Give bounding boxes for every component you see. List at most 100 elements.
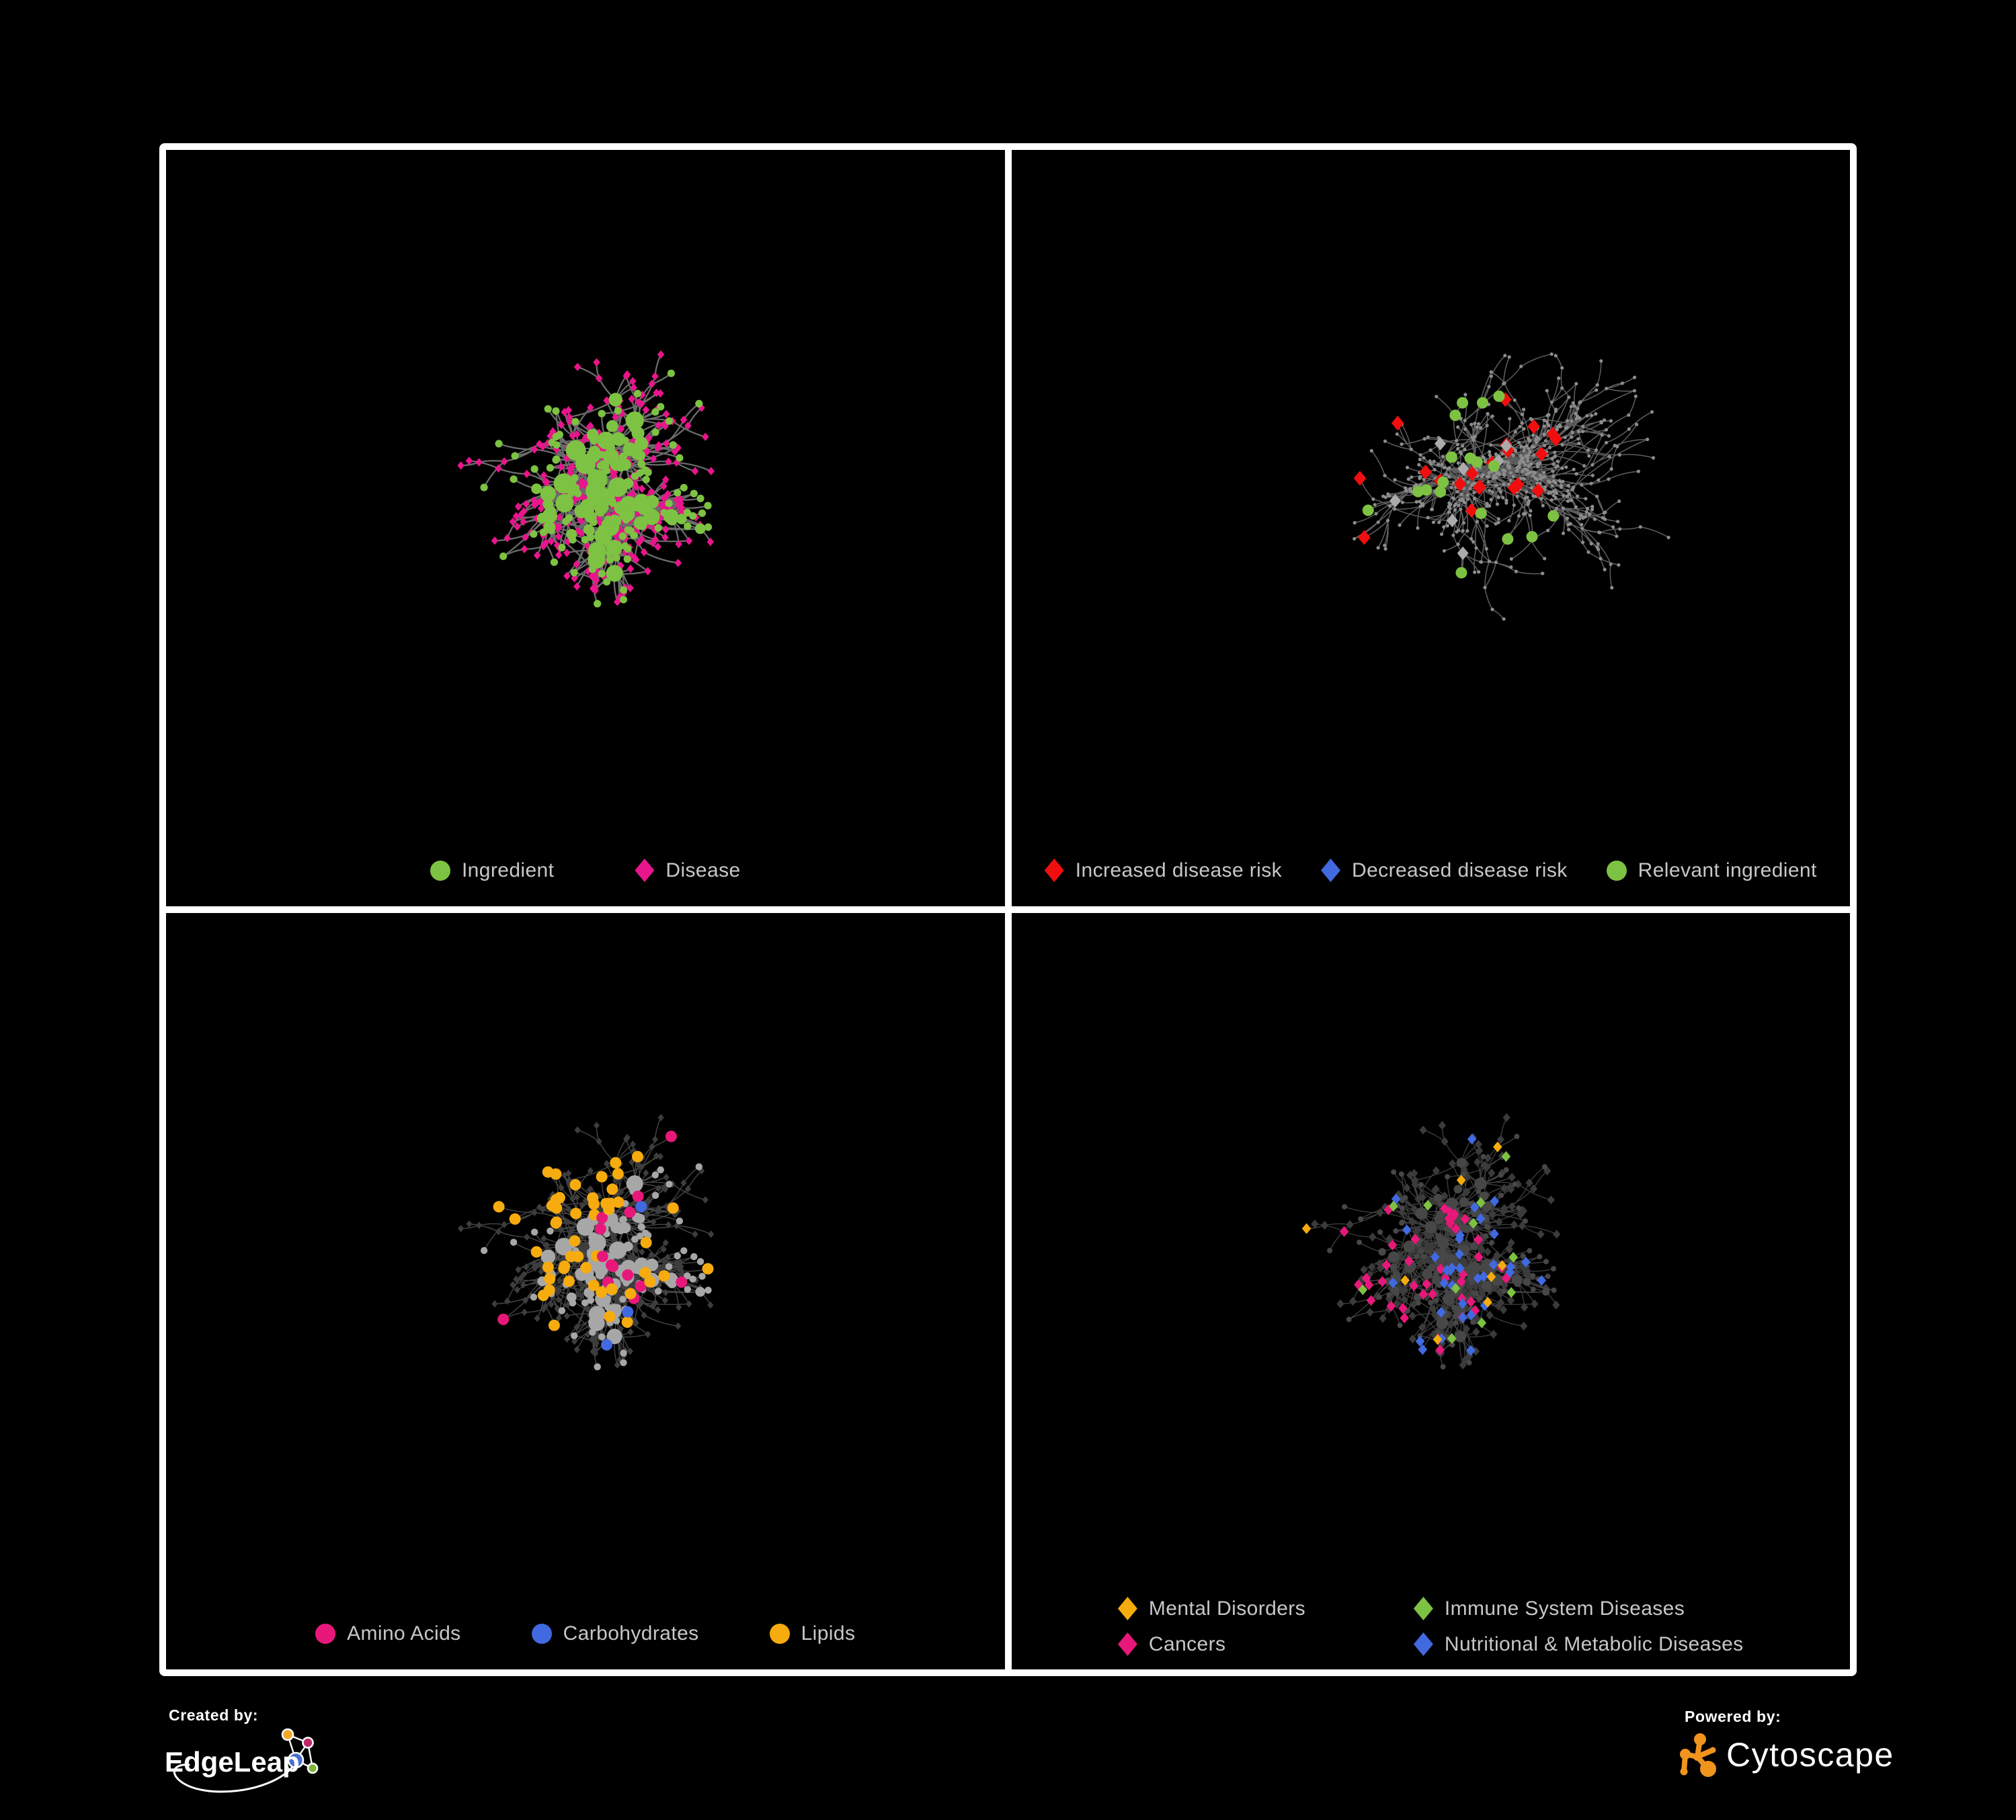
- network-node-circle: [1441, 525, 1445, 529]
- network-node-circle: [1521, 407, 1525, 411]
- network-node-circle: [1509, 557, 1513, 561]
- network-node-circle: [1428, 459, 1432, 463]
- network-node-circle: [1575, 494, 1579, 498]
- network-node-circle: [1445, 524, 1449, 528]
- network-node-circle: [696, 1258, 704, 1265]
- network-node-circle: [695, 399, 703, 407]
- network-node-circle: [1666, 535, 1670, 540]
- network-node-circle: [1420, 1254, 1426, 1259]
- network-nodes-diamond: [1310, 1113, 1560, 1370]
- ingredient-classes-legend: Amino Acids Carbohydrates Lipids: [166, 1622, 1005, 1645]
- network-node-circle: [1582, 464, 1586, 468]
- network-node-circle: [1564, 426, 1569, 430]
- network-node-circle: [1604, 428, 1608, 432]
- network-node-circle: [1545, 413, 1549, 418]
- network-node-circle: [674, 1252, 681, 1260]
- network-node-circle: [1418, 453, 1422, 457]
- network-node-circle: [558, 1307, 566, 1314]
- network-node-circle: [1346, 1316, 1352, 1322]
- network-node-circle: [1526, 1248, 1532, 1254]
- network-node-circle: [580, 499, 592, 510]
- network-node-circle: [1387, 1251, 1400, 1263]
- network-node-circle: [588, 1279, 600, 1292]
- network-node-circle: [1513, 449, 1517, 453]
- network-node-circle: [1461, 1244, 1467, 1250]
- network-node-circle: [1590, 463, 1595, 467]
- panel-ingredient-disease: Ingredient Disease: [166, 150, 1005, 906]
- network-node-circle: [635, 516, 643, 524]
- network-node-circle: [1396, 1322, 1402, 1329]
- network-node-circle: [1523, 463, 1527, 467]
- network-node-circle: [1597, 530, 1602, 535]
- network-node-circle: [1504, 498, 1508, 503]
- network-node-circle: [1465, 498, 1469, 502]
- network-node-circle: [1469, 422, 1473, 426]
- network-node-circle: [1475, 1188, 1481, 1194]
- network-node-circle: [1389, 1263, 1398, 1271]
- network-node-circle: [1476, 397, 1488, 409]
- network-node-circle: [615, 480, 624, 488]
- network-node-circle: [639, 522, 647, 530]
- network-node-circle: [1496, 496, 1500, 500]
- network-node-circle: [1569, 419, 1573, 423]
- network-node-circle: [1449, 1342, 1455, 1348]
- network-node-circle: [1408, 487, 1412, 491]
- network-node-circle: [552, 407, 560, 415]
- network-node-circle: [1617, 499, 1621, 504]
- network-node-circle: [493, 1201, 505, 1213]
- network-node-circle: [1513, 430, 1517, 434]
- network-node-circle: [1377, 1229, 1383, 1235]
- network-node-circle: [1447, 506, 1451, 510]
- network-node-circle: [1455, 567, 1467, 579]
- network-node-circle: [629, 424, 637, 432]
- network-node-circle: [1551, 493, 1556, 498]
- network-node-circle: [1452, 1320, 1458, 1326]
- network-node-circle: [1498, 489, 1502, 493]
- network-node-circle: [553, 455, 561, 463]
- network-node-circle: [683, 508, 691, 517]
- network-node-circle: [1514, 569, 1518, 573]
- network-node-circle: [565, 440, 586, 461]
- network-node-circle: [665, 500, 673, 508]
- network-node-circle: [1566, 522, 1570, 526]
- network-node-circle: [1440, 1363, 1446, 1370]
- network-node-circle: [598, 569, 606, 578]
- network-edges: [460, 1117, 712, 1368]
- network-node-circle: [670, 512, 678, 520]
- network-node-circle: [1416, 1333, 1422, 1339]
- network-node-circle: [544, 1273, 556, 1285]
- network-node-circle: [674, 489, 682, 497]
- network-node-circle: [1604, 387, 1608, 391]
- network-node-circle: [635, 1201, 647, 1213]
- network-node-circle: [1453, 508, 1457, 512]
- network-node-circle: [1609, 419, 1613, 423]
- network-node-circle: [1575, 406, 1580, 411]
- network-node-circle: [1500, 1288, 1506, 1294]
- network-node-circle: [1535, 462, 1539, 466]
- network-node-circle: [1542, 418, 1546, 422]
- network-node-circle: [1574, 505, 1578, 509]
- network-node-circle: [1455, 489, 1459, 493]
- network-node-circle: [1422, 437, 1426, 441]
- network-node-circle: [1538, 481, 1542, 485]
- network-node-circle: [1501, 533, 1513, 545]
- network-node-circle: [624, 1206, 636, 1218]
- mental-disorders-diamond-marker: [1117, 1597, 1137, 1620]
- network-node-circle: [1465, 480, 1470, 484]
- network-node-circle: [1471, 456, 1483, 468]
- network-node-circle: [1528, 509, 1533, 513]
- network-node-circle: [1596, 542, 1600, 546]
- network-node-circle: [510, 475, 518, 483]
- network-node-circle: [1620, 381, 1624, 385]
- network-node-circle: [1465, 529, 1469, 533]
- network-node-circle: [646, 514, 654, 523]
- network-node-circle: [1458, 507, 1462, 512]
- network-node-circle: [1412, 485, 1424, 498]
- network-node-circle: [1455, 446, 1459, 451]
- network-node-circle: [635, 450, 646, 461]
- network-node-circle: [542, 1166, 554, 1178]
- network-node-circle: [1601, 516, 1605, 520]
- network-node-circle: [1551, 1288, 1557, 1293]
- network-node-circle: [1523, 467, 1527, 471]
- network-node-circle: [1574, 382, 1578, 386]
